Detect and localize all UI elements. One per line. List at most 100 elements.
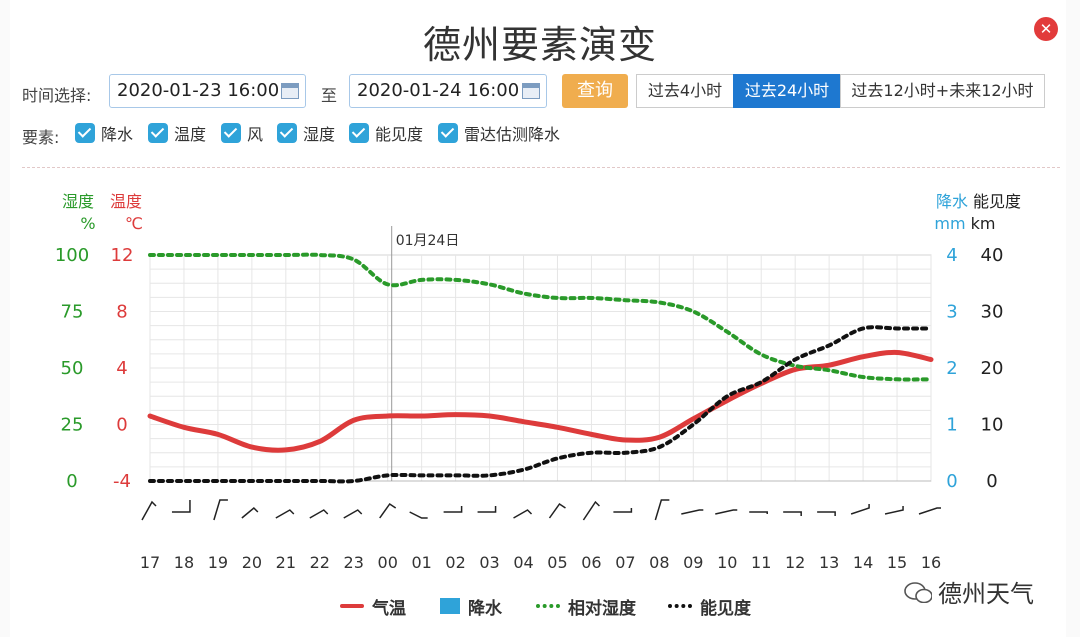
temperature-axis-unit: ℃ bbox=[125, 214, 143, 233]
x-tick-label: 18 bbox=[174, 553, 194, 572]
wind-barb-icon bbox=[681, 509, 704, 515]
elements-label: 要素: bbox=[22, 128, 60, 147]
checkbox-visibility[interactable]: 能见度 bbox=[349, 122, 423, 144]
wind-barb-icon bbox=[141, 500, 157, 521]
page-title: 德州要素演变 bbox=[422, 23, 657, 67]
x-tick-label: 13 bbox=[819, 553, 839, 572]
wind-barb-icon bbox=[443, 506, 463, 513]
temperature-line bbox=[147, 349, 934, 453]
x-tick-label: 05 bbox=[547, 553, 567, 572]
humidity-tick-label: 25 bbox=[61, 415, 84, 436]
wind-barb-stroke bbox=[582, 500, 600, 521]
checkbox-label: 降水 bbox=[101, 125, 134, 144]
wind-barbs bbox=[141, 499, 941, 521]
calendar-icon[interactable] bbox=[281, 83, 299, 99]
wind-barb-icon bbox=[715, 509, 738, 515]
checkbox-temperature[interactable]: 温度 bbox=[148, 122, 206, 144]
wind-barb-icon bbox=[582, 500, 600, 521]
checkbox-checked-icon bbox=[148, 123, 168, 143]
date-marker-label: 01月24日 bbox=[396, 233, 460, 249]
wind-barb-icon bbox=[171, 500, 191, 513]
wind-barb-stroke bbox=[141, 500, 157, 521]
wind-barb-stroke bbox=[343, 509, 363, 519]
start-date-input[interactable]: 2020-01-23 16:00 bbox=[109, 74, 306, 108]
visibility-tick-label: 10 bbox=[981, 415, 1004, 436]
wind-barb-stroke bbox=[213, 499, 228, 521]
humidity-axis-title: 湿度 bbox=[62, 192, 94, 211]
humidity-tick-label: 75 bbox=[61, 302, 84, 323]
end-date-value: 2020-01-24 16:00 bbox=[357, 80, 520, 101]
calendar-icon[interactable] bbox=[522, 83, 540, 99]
humidity-tick-label: 0 bbox=[66, 471, 77, 492]
wind-barb-stroke bbox=[715, 509, 738, 515]
x-tick-label: 10 bbox=[717, 553, 737, 572]
precip-tick-label: 1 bbox=[946, 415, 957, 436]
wind-barb-icon bbox=[213, 499, 228, 521]
checkbox-checked-icon bbox=[75, 123, 95, 143]
tab-past12-future12[interactable]: 过去12小时+未来12小时 bbox=[840, 74, 1045, 108]
x-tick-label: 16 bbox=[921, 553, 941, 572]
wind-barb-stroke bbox=[783, 511, 802, 516]
wind-barb-icon bbox=[409, 511, 428, 519]
legend-label: 相对湿度 bbox=[568, 598, 636, 619]
legend-item-temperature[interactable]: 气温 bbox=[340, 594, 406, 619]
checkbox-precip[interactable]: 降水 bbox=[75, 122, 133, 144]
wind-barb-icon bbox=[343, 509, 363, 519]
checkbox-humidity[interactable]: 湿度 bbox=[277, 122, 335, 144]
humidity-axis-unit: % bbox=[80, 214, 95, 233]
wind-barb-stroke bbox=[654, 499, 670, 521]
visibility-line bbox=[148, 325, 933, 484]
temperature-tick-label: 8 bbox=[116, 302, 127, 323]
wind-barb-icon bbox=[783, 511, 802, 516]
precip-axis-title: 降水 bbox=[936, 192, 968, 211]
wind-barb-icon bbox=[817, 511, 836, 516]
x-tick-label: 00 bbox=[378, 553, 398, 572]
start-date-value: 2020-01-23 16:00 bbox=[117, 80, 280, 101]
precip-tick-label: 0 bbox=[946, 471, 957, 492]
wind-barb-icon bbox=[850, 504, 870, 515]
query-button[interactable]: 查询 bbox=[562, 74, 628, 108]
legend-label: 气温 bbox=[372, 598, 406, 619]
x-tick-label: 01 bbox=[411, 553, 431, 572]
legend-swatch bbox=[668, 604, 692, 608]
wind-barb-stroke bbox=[409, 511, 428, 519]
x-tick-label: 07 bbox=[615, 553, 635, 572]
wind-barb-stroke bbox=[513, 509, 533, 519]
visibility-tick-label: 30 bbox=[981, 302, 1004, 323]
x-tick-label: 04 bbox=[513, 553, 533, 572]
wind-barb-stroke bbox=[850, 504, 870, 515]
wind-barb-stroke bbox=[241, 506, 259, 519]
legend-item-visibility[interactable]: 能见度 bbox=[668, 594, 751, 619]
wind-barb-icon bbox=[477, 506, 497, 513]
x-tick-label: 21 bbox=[276, 553, 296, 572]
wechat-icon bbox=[904, 581, 932, 603]
checkbox-radar-precip[interactable]: 雷达估测降水 bbox=[438, 122, 560, 144]
wind-barb-stroke bbox=[681, 509, 704, 515]
x-tick-label: 19 bbox=[208, 553, 228, 572]
wind-barb-icon bbox=[884, 506, 904, 515]
end-date-input[interactable]: 2020-01-24 16:00 bbox=[349, 74, 547, 108]
temperature-tick-label: 4 bbox=[116, 358, 127, 379]
wind-barb-stroke bbox=[379, 502, 397, 519]
humidity-tick-label: 100 bbox=[55, 245, 89, 266]
x-tick-label: 17 bbox=[140, 553, 160, 572]
wind-barb-icon bbox=[918, 507, 941, 515]
checkbox-wind[interactable]: 风 bbox=[221, 122, 263, 144]
wind-barb-icon bbox=[241, 506, 259, 519]
legend-item-precip[interactable]: 降水 bbox=[440, 594, 502, 619]
close-icon[interactable]: ✕ bbox=[1034, 17, 1058, 41]
checkbox-checked-icon bbox=[277, 123, 297, 143]
wind-barb-icon bbox=[613, 508, 633, 513]
checkbox-label: 湿度 bbox=[303, 125, 336, 144]
x-tick-label: 06 bbox=[581, 553, 601, 572]
precip-tick-label: 4 bbox=[946, 245, 957, 266]
x-tick-label: 11 bbox=[751, 553, 771, 572]
wind-barb-stroke bbox=[613, 508, 633, 513]
visibility-axis-unit: km bbox=[971, 214, 996, 233]
visibility-tick-label: 20 bbox=[981, 358, 1004, 379]
legend-item-humidity[interactable]: 相对湿度 bbox=[536, 594, 636, 619]
x-tick-label: 20 bbox=[242, 553, 262, 572]
visibility-axis-title: 能见度 bbox=[973, 192, 1021, 211]
temperature-tick-label: 12 bbox=[111, 245, 134, 266]
